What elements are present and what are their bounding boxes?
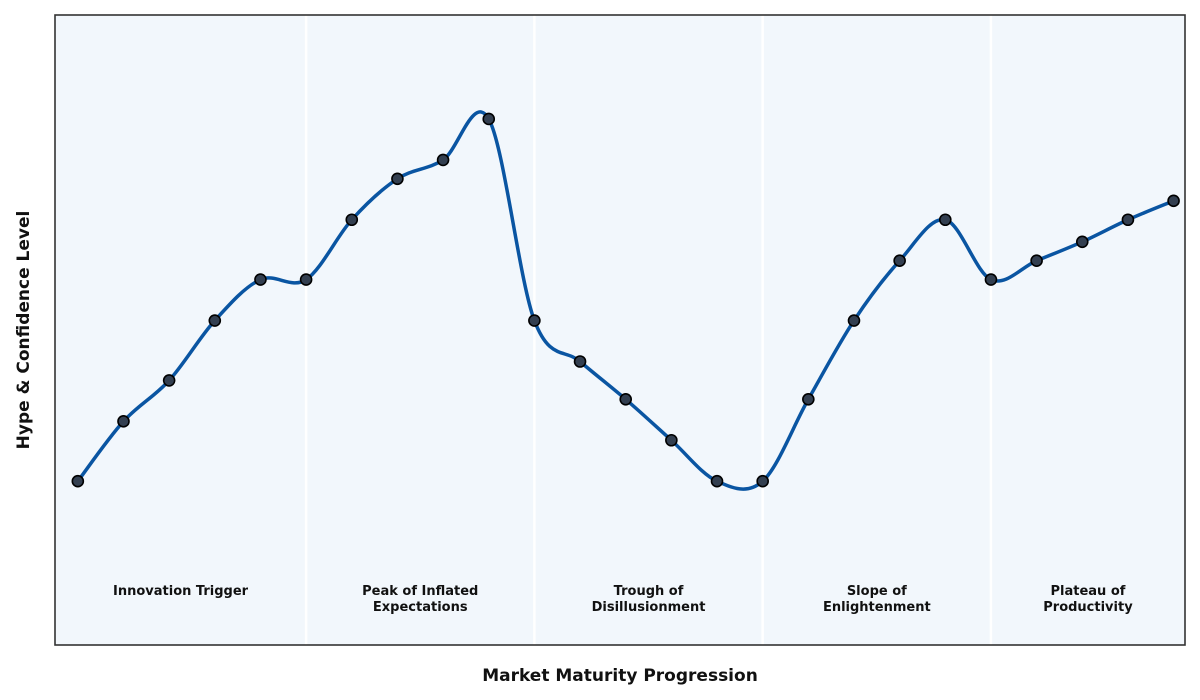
data-point bbox=[756, 474, 769, 488]
data-point bbox=[939, 213, 952, 227]
data-point bbox=[482, 112, 496, 126]
phase-label: Plateau of Productivity bbox=[1043, 584, 1133, 615]
data-point bbox=[984, 273, 998, 286]
phase-label: Innovation Trigger bbox=[113, 584, 249, 599]
data-point bbox=[299, 273, 313, 286]
data-point bbox=[1121, 213, 1135, 227]
data-point bbox=[573, 355, 587, 368]
data-point bbox=[710, 474, 724, 488]
plot-background bbox=[55, 15, 1185, 645]
data-point bbox=[117, 415, 130, 428]
data-point bbox=[208, 314, 222, 327]
data-point bbox=[847, 314, 861, 327]
data-point bbox=[802, 392, 815, 406]
data-point bbox=[254, 273, 267, 286]
phase-label: Slope of Enlightenment bbox=[823, 584, 931, 615]
data-point bbox=[1030, 254, 1043, 268]
x-axis-title: Market Maturity Progression bbox=[482, 666, 758, 686]
data-point bbox=[71, 474, 85, 488]
data-point bbox=[665, 433, 678, 447]
plot-frame bbox=[54, 14, 1186, 646]
phase-label: Trough of Disillusionment bbox=[592, 584, 706, 615]
data-points bbox=[71, 112, 1180, 488]
phase-label: Peak of Inflated Expectations bbox=[362, 584, 478, 615]
data-point bbox=[436, 153, 450, 167]
phase-labels: Innovation Trigger Peak of Inflated Expect… bbox=[113, 584, 1133, 615]
data-point bbox=[528, 314, 541, 327]
data-point bbox=[1167, 194, 1180, 208]
data-point bbox=[893, 254, 906, 268]
data-point bbox=[619, 392, 633, 406]
data-point bbox=[1075, 235, 1089, 249]
data-point bbox=[391, 172, 404, 186]
data-point bbox=[345, 213, 359, 227]
data-point bbox=[162, 374, 176, 387]
phase-dividers bbox=[304, 15, 993, 645]
y-axis-title: Hype & Confidence Level bbox=[14, 211, 34, 450]
